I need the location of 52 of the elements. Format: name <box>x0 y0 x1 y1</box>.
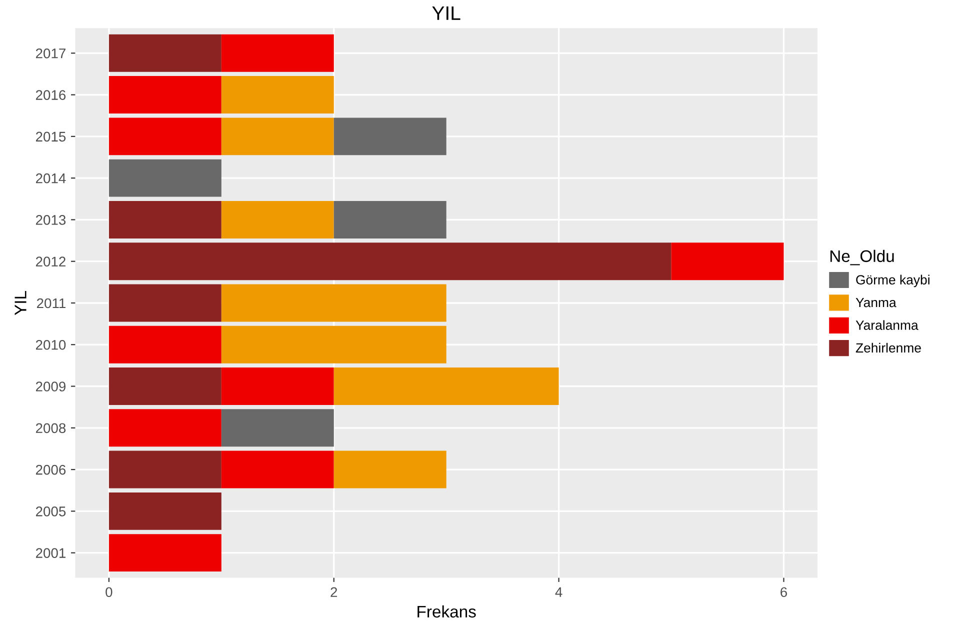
bar <box>108 534 222 572</box>
y-axis-title: YIL <box>14 291 26 316</box>
y-tick-label: 2013 <box>36 215 66 225</box>
bar <box>671 242 784 280</box>
legend-label: Zehirlenme <box>856 342 921 353</box>
bar <box>108 284 222 322</box>
bar <box>108 492 222 530</box>
bar <box>108 159 222 197</box>
x-tick-label: 0 <box>106 587 112 598</box>
y-tick-label: 2010 <box>36 340 66 350</box>
y-tick-label: 2016 <box>36 90 66 100</box>
y-tick-label: 2006 <box>36 464 66 475</box>
x-tick-label: 6 <box>780 587 787 598</box>
bar <box>108 368 222 405</box>
bar <box>221 76 334 114</box>
bar <box>221 450 334 488</box>
legend-label: Yanma <box>856 298 896 308</box>
bar <box>221 200 334 238</box>
bar <box>334 368 559 405</box>
y-tick-label: 2009 <box>36 382 66 392</box>
y-tick-label: 2015 <box>36 132 66 142</box>
bar <box>334 118 446 156</box>
x-axis-title: Frekans <box>418 605 476 618</box>
bar <box>221 409 334 447</box>
legend-label: Görme kaybi <box>856 274 930 288</box>
bar <box>108 450 222 488</box>
y-tick-label: 2008 <box>36 423 66 434</box>
bar <box>108 200 222 238</box>
bar <box>334 200 446 238</box>
bar <box>221 284 446 322</box>
x-tick-label: 2 <box>330 587 338 597</box>
y-tick-label: 2005 <box>36 506 66 516</box>
y-tick-label: 2001 <box>36 548 66 558</box>
bar <box>221 34 334 72</box>
bar <box>221 326 446 364</box>
bar <box>221 118 334 156</box>
bar <box>108 409 222 447</box>
bar <box>108 242 672 280</box>
x-tick-label: 4 <box>555 587 562 597</box>
legend-label: Yaralanma <box>856 320 918 330</box>
y-tick-label: 2012 <box>36 256 66 267</box>
bar <box>108 326 222 364</box>
y-tick-label: 2011 <box>36 298 66 308</box>
bar <box>221 368 334 405</box>
chart-title: YIL <box>432 6 460 20</box>
y-tick-label: 2017 <box>36 48 66 58</box>
bar <box>108 118 222 156</box>
bar <box>108 34 222 72</box>
y-tick-label: 2014 <box>36 173 66 184</box>
bar <box>108 76 222 114</box>
bar <box>334 450 446 488</box>
legend-title: Ne_Oldu <box>830 250 894 266</box>
